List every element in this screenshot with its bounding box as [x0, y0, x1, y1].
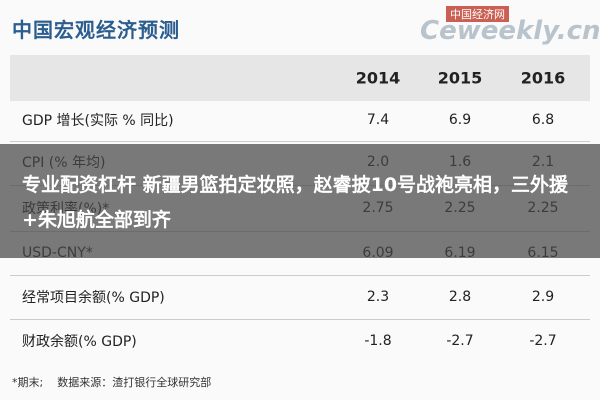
table-header: [10, 55, 590, 101]
overlay-banner: 专业配资杠杆 新疆男篮拍定妆照，赵睿披10号战袍亮相，三外援+朱旭航全部到齐: [0, 144, 600, 258]
title: 中国宏观经济预测: [12, 18, 180, 42]
column-header: 2014: [355, 68, 401, 88]
table-cell: 2.3: [366, 289, 390, 305]
table-cell: 6.9: [448, 112, 472, 128]
row-label: GDP 增长(实际 % 同比): [22, 113, 174, 129]
row-divider: [10, 141, 590, 142]
column-header: 2015: [437, 68, 483, 88]
table-cell: -1.8: [364, 333, 392, 349]
column-header: 2016: [520, 68, 566, 88]
table-cell: 7.4: [366, 112, 390, 128]
table-cell: 2.8: [448, 289, 472, 305]
table-cell: 6.8: [531, 112, 555, 128]
row-divider: [10, 319, 590, 320]
table-cell: 2.9: [531, 289, 555, 305]
overlay-text: 专业配资杠杆 新疆男篮拍定妆照，赵睿披10号战袍亮相，三外援+朱旭航全部到齐: [22, 174, 569, 231]
table-cell: -2.7: [529, 333, 557, 349]
row-label: 经常项目余额(% GDP): [22, 290, 165, 306]
footnote: *期末; 数据来源：渣打银行全球研究部: [12, 376, 212, 389]
row-divider: [10, 275, 590, 276]
table-cell: -2.7: [446, 333, 474, 349]
watermark-badge: 中国经济网: [446, 6, 509, 22]
row-label: 财政余额(% GDP): [22, 334, 137, 350]
